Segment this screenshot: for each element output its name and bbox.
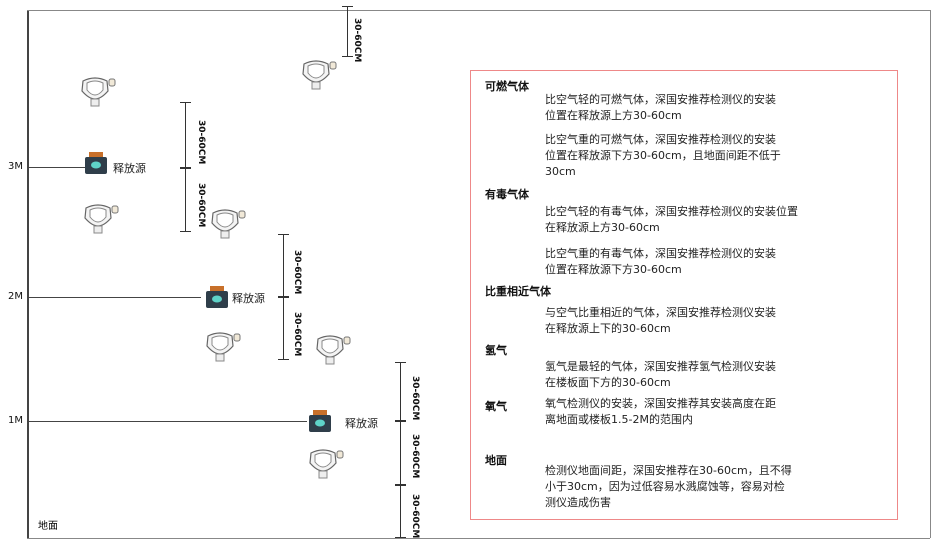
section-title: 比重相近气体: [485, 285, 551, 298]
section-text: 氧气检测仪的安装，深国安推荐其安装高度在距 离地面或楼板1.5-2M的范围内: [545, 397, 776, 426]
gas-detector-icon: [80, 202, 120, 234]
section-text: 氢气是最轻的气体，深国安推荐氢气检测仪安装 在楼板面下方的30-60cm: [545, 360, 776, 389]
section-text: 比空气重的有毒气体，深国安推荐检测仪的安装 位置在释放源下方30-60cm: [545, 247, 776, 276]
dimension-label: 30-60CM: [292, 312, 302, 357]
frame-top: [27, 10, 930, 11]
section-title: 可燃气体: [485, 80, 529, 93]
dimension-label: 30-60CM: [196, 120, 206, 165]
gas-detector-icon: [202, 330, 242, 362]
level-3m-line: [27, 167, 85, 168]
dimension-line: [180, 168, 191, 232]
gas-detector-icon: [77, 75, 117, 107]
section-text: 比空气轻的有毒气体，深国安推荐检测仪的安装位置 在释放源上方30-60cm: [545, 205, 798, 234]
level-2m-label: 2M: [8, 291, 23, 302]
dimension-label: 30-60CM: [410, 494, 420, 539]
gas-detector-icon: [305, 447, 345, 479]
release-source-icon: [204, 286, 230, 308]
dimension-label: 30-60CM: [196, 183, 206, 228]
gas-detector-icon: [312, 333, 352, 365]
frame-left: [27, 10, 29, 538]
release-source-label: 释放源: [113, 162, 146, 175]
dimension-label: 30-60CM: [352, 18, 362, 63]
ground-label: 地面: [38, 521, 58, 532]
gas-detector-icon: [207, 207, 247, 239]
section-title: 氧气: [485, 400, 507, 413]
frame-right: [930, 10, 931, 538]
dimension-line: [342, 6, 353, 57]
section-text: 检测仪地面间距，深国安推荐在30-60cm，且不得 小于30cm，因为过低容易水…: [545, 464, 792, 509]
dimension-line: [395, 362, 406, 421]
section-text: 与空气比重相近的气体，深国安推荐检测仪安装 在释放源上下的30-60cm: [545, 306, 776, 335]
dimension-line: [278, 297, 289, 360]
guidelines-panel: 可燃气体 比空气轻的可燃气体，深国安推荐检测仪的安装 位置在释放源上方30-60…: [470, 70, 898, 520]
dimension-label: 30-60CM: [410, 376, 420, 421]
gas-detector-icon: [298, 58, 338, 90]
section-text: 比空气轻的可燃气体，深国安推荐检测仪的安装 位置在释放源上方30-60cm: [545, 93, 776, 122]
section-text: 比空气重的可燃气体，深国安推荐检测仪的安装 位置在释放源下方30-60cm，且地…: [545, 133, 781, 178]
dimension-label: 30-60CM: [410, 434, 420, 479]
release-source-label: 释放源: [232, 292, 265, 305]
section-title: 有毒气体: [485, 188, 529, 201]
frame-bottom: [27, 538, 930, 539]
dimension-line: [395, 485, 406, 538]
level-2m-line: [27, 297, 201, 298]
dimension-label: 30-60CM: [292, 250, 302, 295]
dimension-line: [395, 421, 406, 485]
level-1m-label: 1M: [8, 415, 23, 426]
dimension-line: [180, 102, 191, 168]
level-1m-line: [27, 421, 307, 422]
section-title: 地面: [485, 454, 507, 467]
section-title: 氢气: [485, 344, 507, 357]
release-source-icon: [307, 410, 333, 432]
dimension-line: [278, 234, 289, 297]
release-source-icon: [83, 152, 109, 174]
level-3m-label: 3M: [8, 161, 23, 172]
release-source-label: 释放源: [345, 417, 378, 430]
